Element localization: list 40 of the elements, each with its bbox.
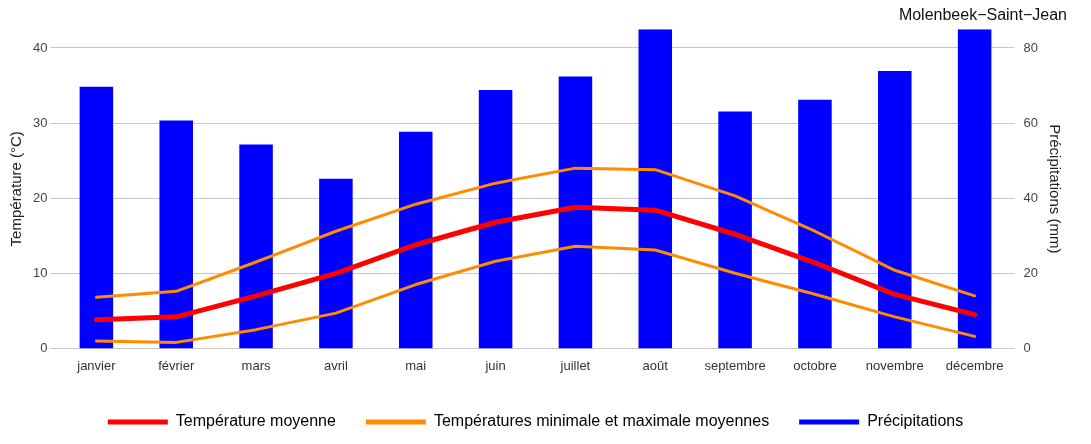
legend-label: Température moyenne <box>175 412 336 430</box>
bar <box>558 76 593 349</box>
x-tick-label: juin <box>484 357 506 373</box>
x-tick-label: avril <box>323 357 348 373</box>
y-tick-label: 30 <box>32 114 48 130</box>
x-tick-label: août <box>642 357 669 373</box>
bar <box>957 29 992 349</box>
bar <box>79 86 114 349</box>
x-tick-label: janvier <box>76 357 117 373</box>
y-tick-label: 20 <box>32 189 48 205</box>
bar <box>159 120 193 349</box>
y2-tick-label: 40 <box>1023 189 1039 205</box>
y-axis-title: Température (°C) <box>7 131 25 247</box>
y2-tick-label: 60 <box>1023 114 1039 130</box>
bar <box>239 144 273 349</box>
x-tick-label: mars <box>241 357 271 373</box>
chart-title: Molenbeek−Saint−Jean <box>898 6 1067 24</box>
y2-tick-label: 0 <box>1023 339 1031 355</box>
x-tick-label: mai <box>405 357 427 373</box>
y-tick-label: 40 <box>32 39 48 55</box>
y-tick-label: 10 <box>32 264 48 280</box>
y-tick-label: 0 <box>40 339 48 355</box>
bar <box>638 29 673 349</box>
bar <box>798 99 832 349</box>
x-tick-label: février <box>158 357 195 373</box>
bar <box>878 70 912 349</box>
x-tick-label: septembre <box>704 357 766 373</box>
legend-label: Températures minimale et maximale moyennes <box>433 412 770 430</box>
bar <box>718 111 752 349</box>
bar <box>319 178 353 349</box>
bar <box>398 131 433 349</box>
x-tick-label: octobre <box>793 357 837 373</box>
bar <box>478 90 513 349</box>
x-tick-label: juillet <box>559 357 591 373</box>
legend-label: Précipitations <box>867 412 964 430</box>
y2-axis-title: Précipitations (mm) <box>1046 124 1064 254</box>
y2-tick-label: 80 <box>1023 39 1039 55</box>
x-tick-label: novembre <box>865 357 924 373</box>
x-tick-label: décembre <box>945 357 1004 373</box>
y2-tick-label: 20 <box>1023 264 1039 280</box>
